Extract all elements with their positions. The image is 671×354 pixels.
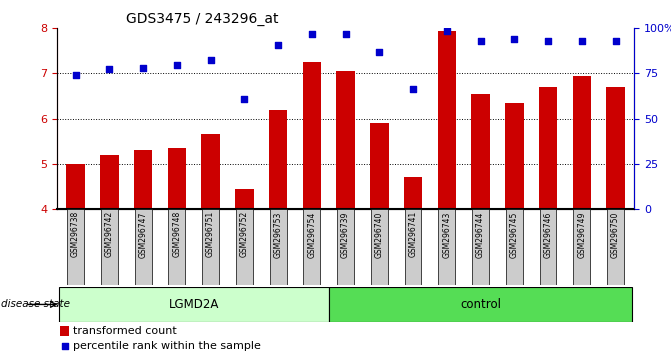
FancyBboxPatch shape — [270, 209, 287, 285]
FancyBboxPatch shape — [303, 209, 320, 285]
Text: GSM296751: GSM296751 — [206, 211, 215, 257]
Text: GSM296753: GSM296753 — [274, 211, 282, 257]
Bar — [235, 189, 254, 209]
Bar — [505, 103, 523, 209]
Text: GSM296741: GSM296741 — [409, 211, 417, 257]
Point — [205, 57, 216, 63]
Bar — [60, 326, 69, 336]
FancyBboxPatch shape — [168, 209, 185, 285]
Point — [442, 28, 452, 33]
Text: GSM296746: GSM296746 — [544, 211, 552, 257]
FancyBboxPatch shape — [337, 209, 354, 285]
Point — [475, 38, 486, 44]
Text: GSM296752: GSM296752 — [240, 211, 249, 257]
FancyBboxPatch shape — [607, 209, 624, 285]
Bar — [168, 148, 186, 209]
Text: GSM296738: GSM296738 — [71, 211, 80, 257]
Point — [272, 42, 283, 48]
Bar — [201, 135, 220, 209]
Point — [307, 32, 317, 37]
Point — [543, 38, 554, 44]
Text: GDS3475 / 243296_at: GDS3475 / 243296_at — [126, 12, 278, 26]
Text: GSM296749: GSM296749 — [577, 211, 586, 257]
Bar — [59, 287, 329, 322]
FancyBboxPatch shape — [371, 209, 388, 285]
Text: GSM296754: GSM296754 — [307, 211, 316, 257]
Text: GSM296745: GSM296745 — [510, 211, 519, 257]
Bar — [303, 62, 321, 209]
Bar — [572, 76, 591, 209]
FancyBboxPatch shape — [135, 209, 152, 285]
Point — [576, 38, 587, 44]
FancyBboxPatch shape — [472, 209, 489, 285]
Point — [340, 32, 351, 37]
Bar — [269, 110, 287, 209]
Text: GSM296739: GSM296739 — [341, 211, 350, 257]
Point — [408, 86, 419, 92]
Bar — [329, 287, 632, 322]
Text: GSM296748: GSM296748 — [172, 211, 181, 257]
Text: GSM296740: GSM296740 — [375, 211, 384, 257]
Text: GSM296744: GSM296744 — [476, 211, 485, 257]
Bar — [539, 87, 558, 209]
Point — [104, 66, 115, 72]
Bar — [134, 150, 152, 209]
Point — [509, 36, 519, 41]
Bar — [471, 94, 490, 209]
Text: GSM296747: GSM296747 — [139, 211, 148, 257]
Text: disease state: disease state — [1, 299, 70, 309]
FancyBboxPatch shape — [67, 209, 84, 285]
Bar — [100, 155, 119, 209]
Bar — [607, 87, 625, 209]
Text: percentile rank within the sample: percentile rank within the sample — [73, 341, 261, 351]
Point — [70, 72, 81, 78]
Point — [138, 65, 148, 71]
Bar — [336, 71, 355, 209]
Point — [239, 96, 250, 102]
Point — [409, 263, 419, 268]
Point — [610, 38, 621, 44]
Bar — [370, 123, 389, 209]
FancyBboxPatch shape — [539, 209, 556, 285]
Bar — [66, 164, 85, 209]
Point — [374, 50, 384, 55]
FancyBboxPatch shape — [573, 209, 590, 285]
Bar — [437, 30, 456, 209]
Text: GSM296750: GSM296750 — [611, 211, 620, 257]
FancyBboxPatch shape — [506, 209, 523, 285]
Text: GSM296742: GSM296742 — [105, 211, 114, 257]
Text: control: control — [460, 298, 501, 311]
FancyBboxPatch shape — [202, 209, 219, 285]
FancyBboxPatch shape — [101, 209, 118, 285]
Bar — [404, 177, 422, 209]
FancyBboxPatch shape — [405, 209, 421, 285]
Text: transformed count: transformed count — [73, 326, 177, 336]
Point — [172, 63, 183, 68]
Text: GSM296743: GSM296743 — [442, 211, 452, 257]
FancyBboxPatch shape — [236, 209, 253, 285]
Text: LGMD2A: LGMD2A — [168, 298, 219, 311]
FancyBboxPatch shape — [438, 209, 455, 285]
